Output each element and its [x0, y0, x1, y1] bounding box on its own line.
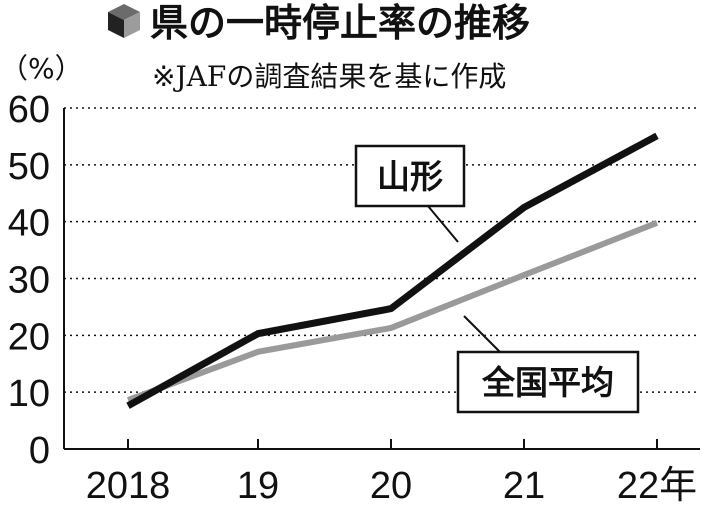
chart-title: 県の一時停止率の推移: [150, 1, 530, 45]
chart-subtitle: ※JAFの調査結果を基に作成: [152, 60, 506, 93]
callout-yamagata-box: [354, 144, 466, 208]
callout-yamagata: 山形: [354, 144, 466, 243]
y-tick-label: 40: [8, 203, 50, 245]
callout-national-pointer: [463, 315, 501, 353]
x-tick-label: 2018: [86, 465, 171, 505]
y-tick-label: 60: [8, 89, 50, 131]
y-tick-label: 30: [8, 260, 50, 302]
series-line-yamagata: [126, 132, 659, 409]
x-tick-label: 21: [503, 465, 545, 505]
y-tick-labels: 0 10 20 30 40 50 60: [8, 89, 50, 472]
series-line-national-average: [126, 220, 659, 403]
y-axis-unit: （%）: [0, 52, 83, 85]
x-tick-label: 20: [370, 465, 412, 505]
series-lines: [126, 132, 659, 409]
y-tick-label: 20: [8, 316, 50, 358]
y-tick-label: 50: [8, 146, 50, 188]
callout-yamagata-pointer: [427, 205, 459, 243]
title-cube-icon: [108, 4, 140, 38]
callout-yamagata-label: 山形: [377, 157, 443, 196]
x-tick-label: 19: [237, 465, 279, 505]
callout-national-label: 全国平均: [481, 363, 614, 402]
y-tick-label: 0: [29, 430, 50, 472]
callout-national: 全国平均: [456, 315, 640, 414]
x-tick-label: 22年: [617, 465, 697, 505]
callout-national-box: [456, 350, 640, 414]
y-tick-label: 10: [8, 373, 50, 415]
x-tick-labels: 2018 19 20 21 22年: [86, 465, 697, 505]
axes: [63, 108, 700, 450]
